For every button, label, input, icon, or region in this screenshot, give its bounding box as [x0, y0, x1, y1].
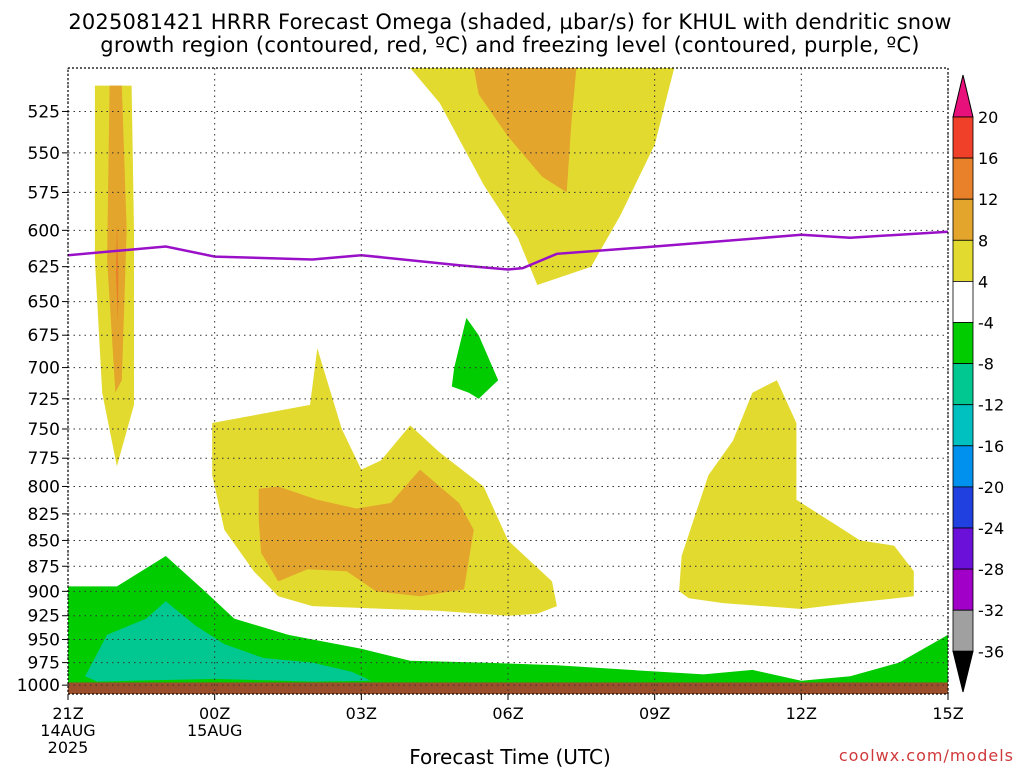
x-tick-label: 03Z: [346, 704, 377, 723]
colorbar-band-c_neg32_neg28: [952, 568, 974, 611]
colorbar-top-triangle: [952, 74, 974, 118]
y-tick-label: 700: [28, 359, 60, 379]
x-tick-date: 14AUG: [40, 721, 95, 740]
y-tick-label: 950: [28, 630, 60, 650]
y-tick-label: 800: [28, 477, 60, 497]
grid-lines: [67, 67, 949, 695]
plot-area: [68, 68, 948, 694]
y-tick-label: 575: [28, 183, 60, 203]
x-tick-label: 21Z: [52, 704, 83, 723]
x-tick-label: 12Z: [786, 704, 817, 723]
colorbar-band-c_neg24_neg20: [952, 486, 974, 529]
colorbar-label: 16: [978, 149, 998, 168]
y-tick-label: 900: [28, 582, 60, 602]
colorbar-band-c_neg36_neg32: [952, 609, 974, 652]
y-tick-label: 600: [28, 221, 60, 241]
x-tick-date: 15AUG: [187, 721, 242, 740]
x-axis-label: Forecast Time (UTC): [409, 745, 611, 768]
colorbar-label: -16: [978, 437, 1004, 456]
colorbar-band-c_16_20: [952, 116, 974, 159]
colorbar-band-c_neg4_4: [952, 280, 974, 323]
x-tick-label: 09Z: [639, 704, 670, 723]
y-tick-label: 675: [28, 326, 60, 346]
y-tick-label: 1000: [17, 676, 60, 696]
y-tick-label: 775: [28, 449, 60, 469]
omega-region-c_4_8: [679, 380, 914, 609]
y-tick-label: 725: [28, 390, 60, 410]
colorbar-band-c_8_12: [952, 198, 974, 241]
y-tick-label: 925: [28, 607, 60, 627]
credit-text: coolwx.com/models: [839, 746, 1014, 765]
chart-title-line2: growth region (contoured, red, ºC) and f…: [100, 33, 919, 57]
omega-region-c_8_12: [258, 469, 474, 597]
colorbar-band-c_neg28_neg24: [952, 527, 974, 570]
colorbar: 20 16 12 8 4 -4 -8 -12 -16 -20 -24 -28 -32 -36: [952, 74, 1004, 693]
y-tick-label: 825: [28, 505, 60, 525]
y-tick-label: 650: [28, 293, 60, 313]
x-tick-year: 2025: [48, 738, 89, 757]
colorbar-label: -8: [978, 355, 994, 374]
colorbar-label: -28: [978, 560, 1004, 579]
colorbar-label: 12: [978, 190, 998, 209]
colorbar-label: 20: [978, 108, 998, 127]
colorbar-label: -20: [978, 478, 1004, 497]
colorbar-label: 8: [978, 231, 988, 250]
colorbar-band-c_neg16_neg12: [952, 404, 974, 447]
omega-region-c_neg8_neg4: [68, 556, 948, 690]
colorbar-label: -4: [978, 314, 994, 333]
y-tick-label: 875: [28, 557, 60, 577]
y-axis-ticks: 525 550 575 600 625 650 675 700 725 750 775 800 825 8…: [17, 102, 68, 696]
colorbar-label: -12: [978, 396, 1004, 415]
omega-shading: [68, 68, 948, 694]
colorbar-band-c_neg8_neg4: [952, 322, 974, 364]
colorbar-band-c_neg12_neg8: [952, 363, 974, 406]
y-tick-label: 750: [28, 420, 60, 440]
ground-strip: [68, 682, 948, 694]
colorbar-bottom-triangle: [952, 650, 974, 693]
omega-region-c_8_12: [473, 68, 577, 193]
colorbar-label: 4: [978, 272, 988, 291]
colorbar-label: -32: [978, 601, 1004, 620]
x-tick-label: 06Z: [492, 704, 523, 723]
colorbar-band-c_neg20_neg16: [952, 445, 974, 488]
x-tick-label: 15Z: [932, 704, 963, 723]
omega-region-c_neg8_neg4: [451, 317, 499, 399]
y-tick-label: 525: [28, 102, 60, 122]
omega-region-c_12_16: [115, 222, 119, 322]
omega-region-c_neg12_neg8: [85, 601, 372, 682]
y-tick-label: 550: [28, 144, 60, 164]
colorbar-band-c_12_16: [952, 157, 974, 200]
freezing-level-line: [68, 230, 948, 271]
colorbar-band-c_4_8: [952, 239, 974, 282]
y-tick-label: 850: [28, 531, 60, 551]
y-tick-label: 975: [28, 654, 60, 674]
colorbar-label: -36: [978, 642, 1004, 661]
chart-title-line1: 2025081421 HRRR Forecast Omega (shaded, …: [68, 10, 951, 34]
colorbar-label: -24: [978, 519, 1004, 538]
x-tick-label: 00Z: [199, 704, 230, 723]
y-tick-label: 625: [28, 258, 60, 278]
